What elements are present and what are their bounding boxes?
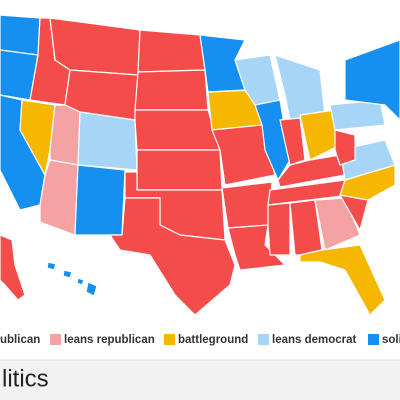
us-map — [0, 14, 400, 316]
state — [137, 29, 206, 73]
state — [299, 244, 386, 316]
state — [274, 54, 326, 121]
state — [49, 104, 81, 166]
state — [19, 99, 56, 176]
footer-bar — [0, 360, 400, 400]
legend-swatch — [368, 334, 379, 345]
legend-label: leans republican — [64, 334, 155, 346]
legend-swatch — [164, 334, 175, 345]
state — [46, 261, 57, 271]
state — [0, 234, 26, 301]
state — [136, 149, 223, 191]
state — [77, 111, 138, 171]
state — [134, 69, 209, 111]
legend-swatch — [50, 334, 61, 345]
legend-swatch — [258, 334, 269, 345]
state — [221, 181, 273, 229]
state — [279, 117, 306, 166]
state — [62, 269, 73, 279]
legend-label: soli — [382, 334, 400, 346]
legend-label: leans democrat — [272, 334, 357, 346]
footer-brand: litics — [2, 365, 49, 392]
state — [76, 277, 85, 286]
state — [267, 202, 291, 256]
state — [74, 164, 126, 236]
state — [0, 14, 41, 56]
state — [134, 109, 221, 151]
state — [109, 197, 236, 316]
state — [211, 124, 276, 186]
state — [344, 39, 400, 121]
state — [85, 281, 98, 297]
legend: ublican leans republican battleground leans… — [0, 334, 400, 346]
state — [334, 129, 356, 166]
state — [39, 159, 79, 236]
legend-label: battleground — [178, 334, 248, 346]
legend-label: ublican — [0, 334, 40, 346]
